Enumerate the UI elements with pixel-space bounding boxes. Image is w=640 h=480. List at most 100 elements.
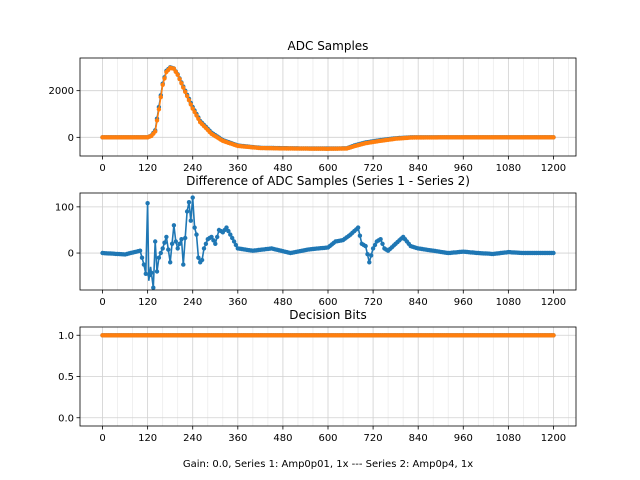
series-2-point [190,106,195,111]
series-2-point [186,98,192,103]
series-1-point [177,241,182,246]
series-2-point [184,93,190,99]
series-1-point [139,255,145,260]
series-1-point [154,269,160,274]
x-tick-label: 840 [409,433,428,444]
series-1-point [367,260,372,265]
x-tick-label: 720 [364,163,383,174]
series-2-point [194,113,199,118]
series-2-point [183,89,188,95]
series-1-point [355,225,361,230]
series-1-point [149,270,154,275]
y-tick-label: 2000 [49,86,74,97]
series-2-point [177,76,182,82]
series-2-point [551,135,556,140]
series-2-point [156,107,162,112]
series-1-point [173,239,178,244]
series-1-point [194,232,199,237]
x-tick-label: 600 [318,163,337,174]
x-tick-label: 360 [228,163,247,174]
y-tick-label: 0 [68,249,74,260]
x-tick-label: 1200 [541,297,566,308]
x-tick-label: 960 [454,163,473,174]
x-tick-label: 120 [138,297,157,308]
decision-bits-panel: 0 120 240 360 480 600 720 840 960 1080 1200 0.0 0.5 1… [58,308,577,444]
series-2-point [162,76,167,81]
x-tick-label: 240 [183,163,202,174]
series-1-point [213,241,218,246]
series-1-point [164,234,169,240]
series-1-point [365,252,370,257]
series-2-point [153,129,158,134]
series-1-point [168,260,173,265]
x-tick-label: 600 [318,433,337,444]
series-1-point [231,239,237,244]
series-1-point [228,232,233,237]
series-1-point [151,285,156,290]
series-1-point [166,247,171,252]
y-tick-label: 1.0 [58,331,74,342]
x-tick-label: 1080 [496,297,521,308]
x-tick-label: 0 [99,163,105,174]
series-1-markers [100,195,556,290]
x-tick-label: 1080 [496,433,521,444]
x-tick-label: 480 [273,163,292,174]
series-2-point [158,94,163,100]
series-1-point [380,241,385,246]
x-tick-label: 960 [454,297,473,308]
series-2-point [179,81,184,86]
series-2-point [181,85,186,90]
series-1-point [184,209,190,214]
x-tick-label: 120 [138,433,157,444]
series-1-point [156,255,162,260]
x-tick-label: 240 [183,433,202,444]
series-1-point [369,253,374,258]
series-1-point [158,250,163,256]
chart-title: Difference of ADC Samples (Series 1 - Se… [186,174,470,188]
x-tick-label: 1200 [541,163,566,174]
x-tick-label: 840 [409,163,428,174]
series-1-point [211,238,216,243]
series-1-point [203,241,209,246]
series-1-point [233,242,239,248]
series-2-markers [100,333,556,338]
series-1-point [160,246,165,251]
x-tick-label: 0 [99,433,105,444]
series-2-point [175,72,180,78]
x-tick-label: 240 [183,297,202,308]
series-2-point [551,333,556,338]
series-1-point [171,223,177,228]
x-tick-label: 480 [273,433,292,444]
x-tick-label: 720 [364,433,383,444]
series-1-point [196,255,201,260]
series-1-point [137,248,143,253]
x-tick-label: 120 [138,163,157,174]
series-1-point [192,225,197,230]
series-1-point [181,262,186,267]
difference-panel: 0 120 240 360 480 600 720 840 960 1080 1200 0 100 Dif… [55,174,577,308]
x-tick-label: 480 [273,297,292,308]
series-1-point [186,200,192,205]
series-1-point [183,235,188,241]
x-tick-label: 360 [228,297,247,308]
series-1-point [143,271,148,276]
series-1-point [201,246,207,251]
series-1-point [224,225,229,230]
series-1-point [190,195,195,200]
series-1-point [153,239,158,244]
x-tick-label: 840 [409,297,428,308]
series-1-point [209,234,214,240]
series-2-point [196,116,201,122]
series-1-point [162,240,167,245]
figure-xlabel: Gain: 0.0, Series 1: Amp0p01, 1x --- Ser… [183,459,473,470]
y-tick-label: 0.0 [58,413,74,424]
adc-samples-panel: 0 120 240 360 480 600 720 840 960 1080 1200 0 2000 AD… [49,39,577,174]
series-1-point [378,237,383,242]
series-1-point [175,246,180,251]
series-1-point [215,234,220,240]
series-1-point [370,246,376,251]
series-1-point [179,237,184,242]
series-1-point [188,218,193,223]
x-tick-label: 1200 [541,433,566,444]
